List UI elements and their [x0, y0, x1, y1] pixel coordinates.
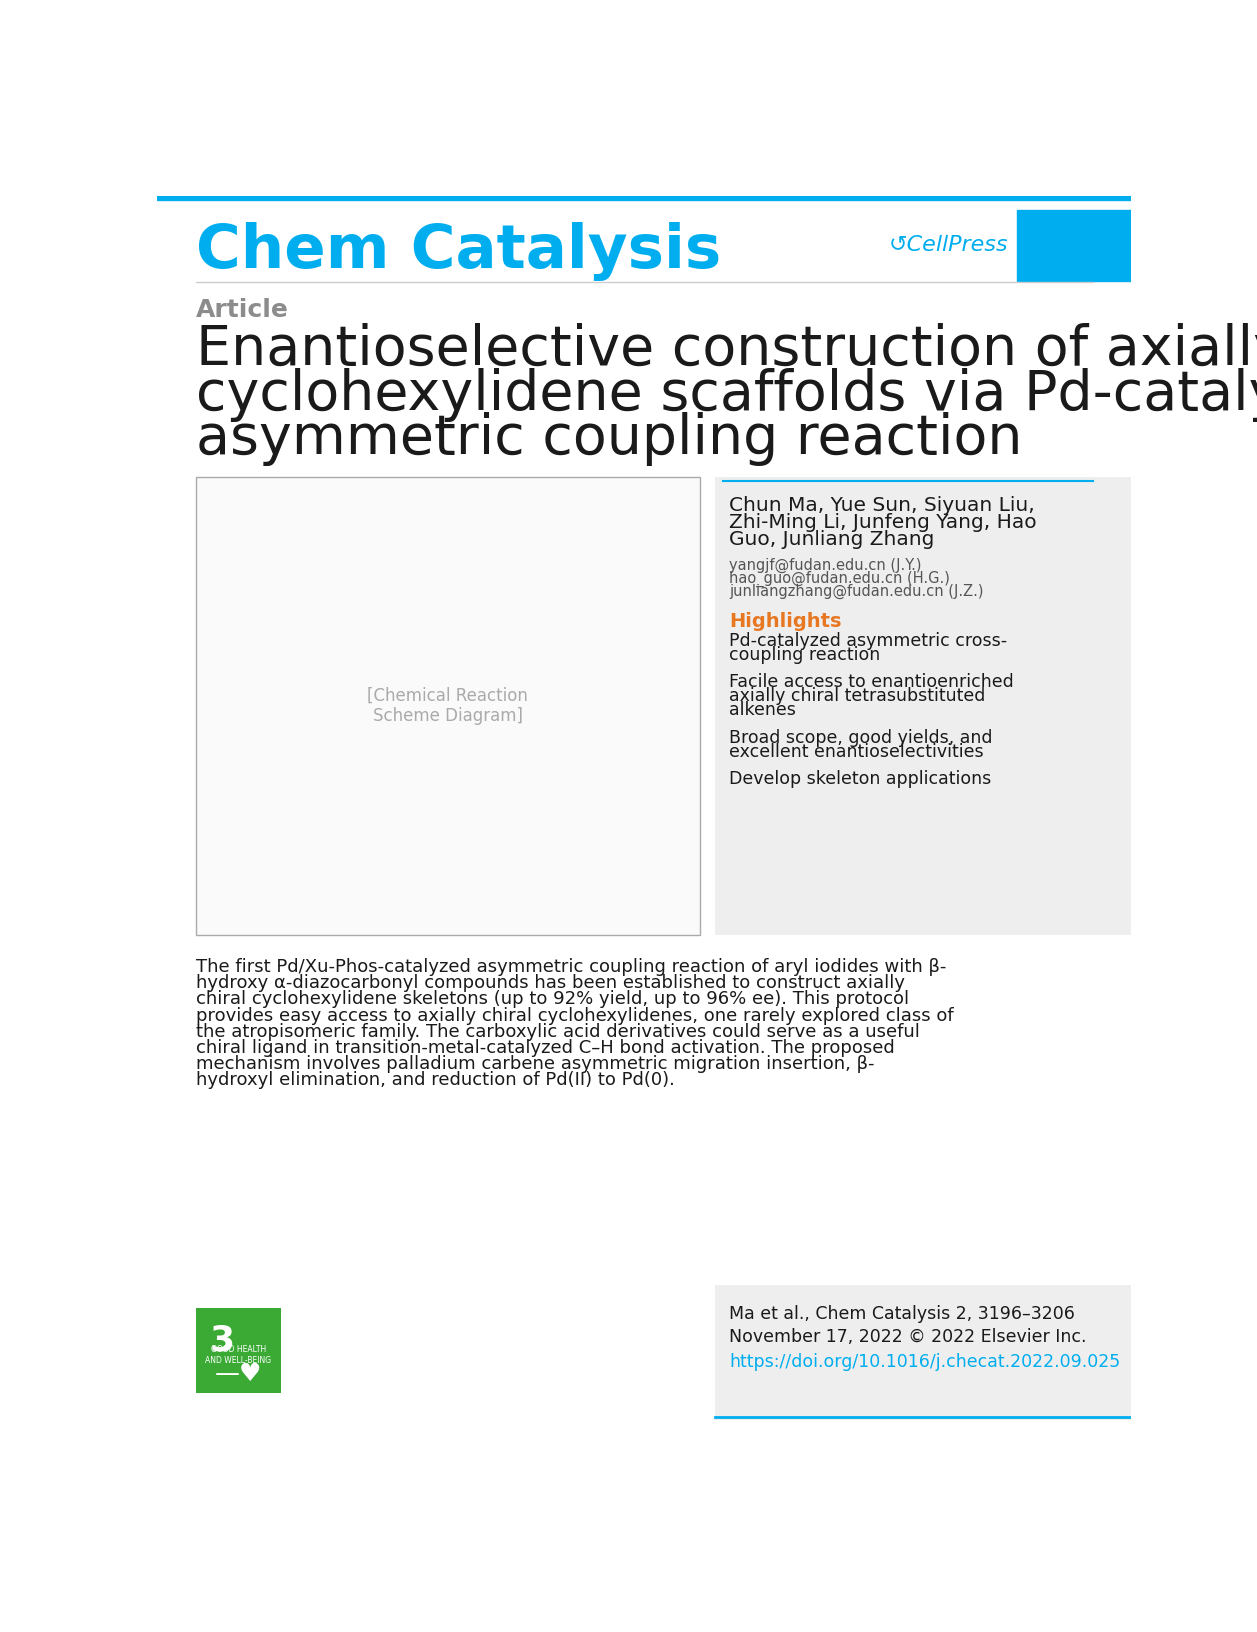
Text: provides easy access to axially chiral cyclohexylidenes, one rarely explored cla: provides easy access to axially chiral c… — [196, 1007, 954, 1025]
Bar — [196, 477, 700, 935]
Text: alkenes: alkenes — [729, 702, 796, 720]
Text: Pd-catalyzed asymmetric cross-: Pd-catalyzed asymmetric cross- — [729, 632, 1007, 650]
Text: junliangzhang@fudan.edu.cn (J.Z.): junliangzhang@fudan.edu.cn (J.Z.) — [729, 584, 983, 599]
Text: cyclohexylidene scaffolds via Pd-catalyzed: cyclohexylidene scaffolds via Pd-catalyz… — [196, 367, 1257, 421]
Bar — [196, 1309, 282, 1394]
Text: axially chiral tetrasubstituted: axially chiral tetrasubstituted — [729, 687, 985, 705]
Text: Ma et al., Chem Catalysis 2, 3196–3206: Ma et al., Chem Catalysis 2, 3196–3206 — [729, 1304, 1075, 1322]
Text: hao_guo@fudan.edu.cn (H.G.): hao_guo@fudan.edu.cn (H.G.) — [729, 571, 950, 588]
Bar — [715, 1286, 1131, 1420]
Text: hydroxy α-diazocarbonyl compounds has been established to construct axially: hydroxy α-diazocarbonyl compounds has be… — [196, 974, 905, 992]
Text: Highlights: Highlights — [729, 612, 842, 630]
Text: chiral ligand in transition-metal-catalyzed C–H bond activation. The proposed: chiral ligand in transition-metal-cataly… — [196, 1040, 895, 1058]
Text: Facile access to enantioenriched: Facile access to enantioenriched — [729, 674, 1014, 692]
Text: yangjf@fudan.edu.cn (J.Y.): yangjf@fudan.edu.cn (J.Y.) — [729, 558, 921, 573]
Text: chiral cyclohexylidene skeletons (up to 92% yield, up to 96% ee). This protocol: chiral cyclohexylidene skeletons (up to … — [196, 991, 909, 1009]
Text: Zhi-Ming Li, Junfeng Yang, Hao: Zhi-Ming Li, Junfeng Yang, Hao — [729, 512, 1037, 532]
Text: ↺CellPress: ↺CellPress — [889, 235, 1008, 255]
Text: Develop skeleton applications: Develop skeleton applications — [729, 770, 992, 788]
Text: [Chemical Reaction
Scheme Diagram]: [Chemical Reaction Scheme Diagram] — [367, 687, 528, 725]
Text: hydroxyl elimination, and reduction of Pd(II) to Pd(0).: hydroxyl elimination, and reduction of P… — [196, 1071, 675, 1089]
Text: mechanism involves palladium carbene asymmetric migration insertion, β-: mechanism involves palladium carbene asy… — [196, 1056, 875, 1074]
Text: GOOD HEALTH
AND WELL-BEING: GOOD HEALTH AND WELL-BEING — [205, 1345, 272, 1364]
Text: The first Pd/Xu-Phos-catalyzed asymmetric coupling reaction of aryl iodides with: The first Pd/Xu-Phos-catalyzed asymmetri… — [196, 958, 947, 976]
Text: coupling reaction: coupling reaction — [729, 646, 880, 664]
Text: the atropisomeric family. The carboxylic acid derivatives could serve as a usefu: the atropisomeric family. The carboxylic… — [196, 1023, 920, 1041]
Text: Guo, Junliang Zhang: Guo, Junliang Zhang — [729, 530, 934, 548]
Text: Article: Article — [196, 297, 289, 322]
Text: —♥: —♥ — [215, 1363, 263, 1387]
Text: Enantioselective construction of axially chiral: Enantioselective construction of axially… — [196, 323, 1257, 377]
Text: excellent enantioselectivities: excellent enantioselectivities — [729, 743, 984, 761]
Text: Broad scope, good yields, and: Broad scope, good yields, and — [729, 728, 993, 747]
Text: Chem Catalysis: Chem Catalysis — [196, 222, 722, 281]
Text: https://doi.org/10.1016/j.checat.2022.09.025: https://doi.org/10.1016/j.checat.2022.09… — [729, 1353, 1120, 1371]
Text: November 17, 2022 © 2022 Elsevier Inc.: November 17, 2022 © 2022 Elsevier Inc. — [729, 1328, 1086, 1346]
Bar — [1017, 209, 1131, 281]
Text: Chun Ma, Yue Sun, Siyuan Liu,: Chun Ma, Yue Sun, Siyuan Liu, — [729, 496, 1035, 516]
Bar — [715, 477, 1131, 935]
Text: asymmetric coupling reaction: asymmetric coupling reaction — [196, 413, 1022, 467]
Text: 3: 3 — [210, 1324, 235, 1358]
Bar — [157, 196, 1131, 201]
